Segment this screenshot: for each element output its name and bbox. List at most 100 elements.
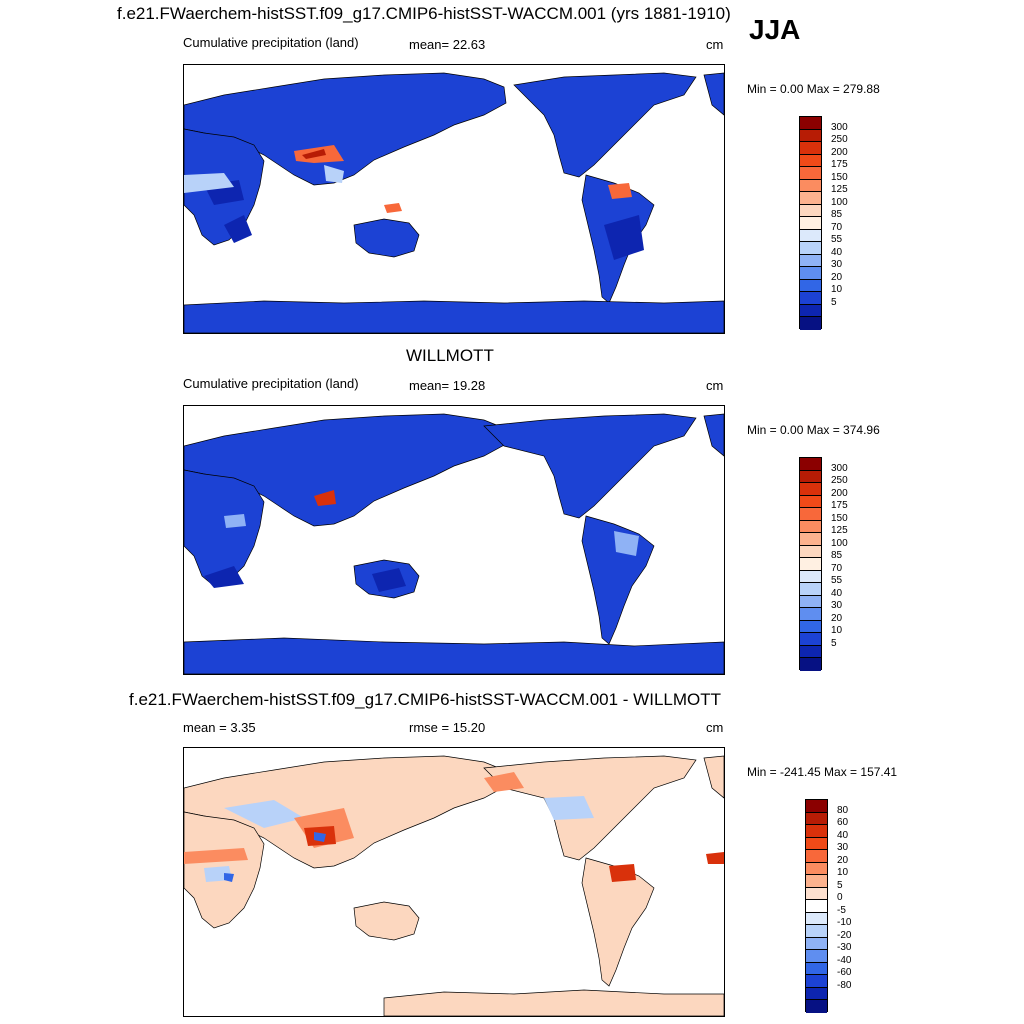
colorbar-tick-label: 30 — [831, 600, 843, 612]
panel-2-mean-label: mean= 19.28 — [409, 378, 486, 393]
colorbar-swatch — [800, 658, 821, 671]
colorbar-tick-label: 70 — [831, 562, 843, 574]
colorbar-swatch — [800, 129, 821, 143]
colorbar-swatch — [800, 279, 821, 293]
colorbar-swatch — [800, 545, 821, 559]
panel-2-title: WILLMOTT — [406, 346, 494, 365]
colorbar-tick-label: 300 — [831, 462, 848, 474]
colorbar-tick-label: 80 — [837, 804, 849, 816]
colorbar-tick-label: 10 — [831, 284, 843, 296]
colorbar-tick-label: 40 — [831, 587, 843, 599]
colorbar-swatch — [800, 254, 821, 268]
colorbar-swatch — [806, 875, 827, 888]
colorbar-tick-label: 5 — [837, 879, 843, 891]
colorbar-tick-label: 55 — [831, 234, 843, 246]
panel-3-rmse-label: rmse = 15.20 — [409, 720, 486, 735]
panel-1-map-svg — [184, 72, 724, 333]
colorbar-swatch — [806, 800, 827, 813]
colorbar-tick-label: 70 — [831, 221, 843, 233]
colorbar-tick-label: 250 — [831, 134, 848, 146]
colorbar-tick-label: 10 — [831, 625, 843, 637]
colorbar-swatch — [806, 962, 827, 976]
colorbar-tick-label: 0 — [837, 892, 843, 904]
colorbar-tick-label: 5 — [831, 296, 837, 308]
colorbar-tick-label: 30 — [837, 842, 849, 854]
colorbar-swatch — [800, 633, 821, 646]
colorbar-swatch — [806, 825, 827, 838]
colorbar-swatch — [806, 912, 827, 926]
colorbar-swatch — [800, 304, 821, 318]
colorbar-swatch — [800, 558, 821, 571]
colorbar-tick-label: 20 — [831, 612, 843, 624]
colorbar-tick-label: 175 — [831, 159, 848, 171]
colorbar-tick-label: 10 — [837, 867, 849, 879]
colorbar-tick-label: 20 — [831, 271, 843, 283]
panel-1-mean-label: mean= 22.63 — [409, 37, 486, 52]
colorbar-swatch — [806, 887, 827, 901]
colorbar-tick-label: 60 — [837, 817, 849, 829]
colorbar-swatch — [800, 267, 821, 280]
colorbar-tick-label: -20 — [837, 929, 852, 941]
colorbar-swatch — [800, 179, 821, 193]
colorbar-swatch — [800, 495, 821, 509]
colorbar-tick-label: 150 — [831, 512, 848, 524]
colorbar-tick-label: 300 — [831, 121, 848, 133]
colorbar-swatch — [806, 812, 827, 826]
colorbar-tick-label: 40 — [837, 829, 849, 841]
colorbar-swatch — [800, 483, 821, 496]
colorbar-tick-label: 100 — [831, 537, 848, 549]
panel-2-map-svg — [184, 413, 724, 674]
colorbar-tick-label: -30 — [837, 942, 852, 954]
antarctica-landmass — [184, 300, 724, 333]
panel-1-title: f.e21.FWaerchem-histSST.f09_g17.CMIP6-hi… — [117, 4, 731, 23]
panel-3-minmax-label: Min = -241.45 Max = 157.41 — [747, 765, 898, 779]
colorbar-swatch — [800, 317, 821, 330]
colorbar-swatch — [806, 837, 827, 851]
colorbar-swatch — [800, 583, 821, 596]
panel-3-colorbar — [805, 799, 828, 1013]
season-label: JJA — [749, 14, 801, 45]
colorbar-swatch — [806, 937, 827, 951]
colorbar-swatch — [806, 850, 827, 863]
colorbar-swatch — [800, 595, 821, 609]
colorbar-tick-label: 175 — [831, 500, 848, 512]
colorbar-tick-label: 55 — [831, 575, 843, 587]
colorbar-swatch — [800, 520, 821, 534]
panel-3-title: f.e21.FWaerchem-histSST.f09_g17.CMIP6-hi… — [129, 690, 722, 709]
colorbar-swatch — [806, 900, 827, 913]
colorbar-tick-label: 5 — [831, 637, 837, 649]
colorbar-tick-label: -5 — [837, 904, 846, 916]
panel-1-colorbar — [799, 116, 822, 330]
colorbar-swatch — [800, 533, 821, 546]
colorbar-tick-label: 125 — [831, 525, 848, 537]
colorbar-tick-label: -60 — [837, 967, 852, 979]
colorbar-swatch — [800, 292, 821, 305]
panel-2-variable-label: Cumulative precipitation (land) — [183, 376, 359, 391]
colorbar-tick-label: -80 — [837, 979, 852, 991]
colorbar-swatch — [800, 142, 821, 155]
colorbar-swatch — [800, 608, 821, 621]
colorbar-tick-label: 150 — [831, 171, 848, 183]
colorbar-swatch — [800, 508, 821, 521]
colorbar-tick-label: 85 — [831, 550, 843, 562]
colorbar-swatch — [800, 192, 821, 205]
colorbar-swatch — [800, 229, 821, 243]
colorbar-swatch — [800, 458, 821, 471]
greenland-landmass — [703, 72, 724, 116]
colorbar-swatch — [800, 470, 821, 484]
colorbar-swatch — [806, 975, 827, 988]
panel-1-map — [183, 64, 725, 334]
panel-2-map — [183, 405, 725, 675]
panel-1-minmax-label: Min = 0.00 Max = 279.88 — [747, 82, 880, 96]
colorbar-swatch — [800, 204, 821, 218]
colorbar-swatch — [800, 570, 821, 584]
australia-landmass — [353, 218, 420, 258]
colorbar-tick-label: 20 — [837, 854, 849, 866]
colorbar-swatch — [800, 167, 821, 180]
panel-2-minmax-label: Min = 0.00 Max = 374.96 — [747, 423, 880, 437]
colorbar-tick-label: 30 — [831, 259, 843, 271]
colorbar-tick-label: -10 — [837, 917, 852, 929]
panel-3-mean-label: mean = 3.35 — [183, 720, 256, 735]
north-america-landmass — [513, 72, 697, 178]
colorbar-tick-label: 40 — [831, 246, 843, 258]
